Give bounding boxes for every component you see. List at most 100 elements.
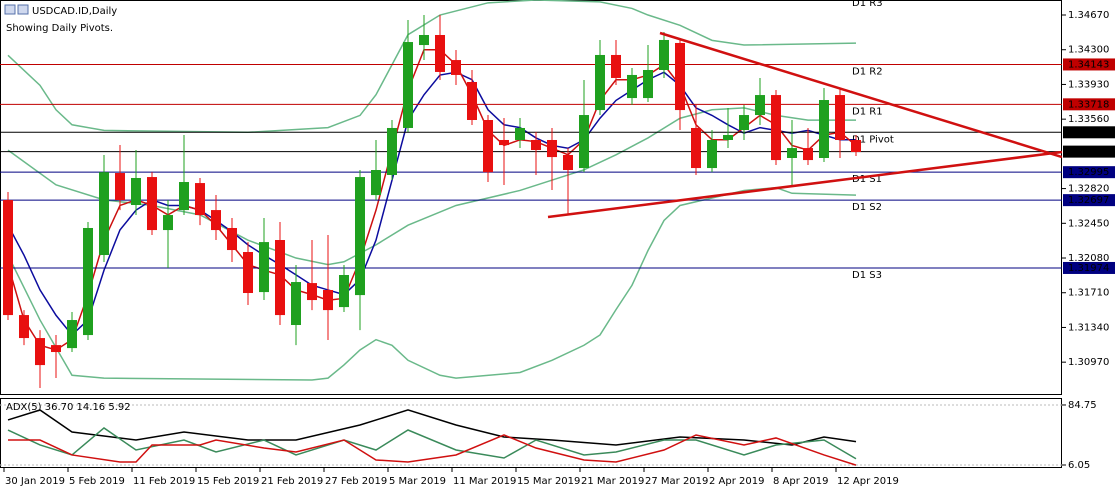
candle-body [67,320,77,349]
candle-body [387,127,397,175]
candle-body [563,154,573,171]
y-tick-label: 1.33930 [1068,79,1109,90]
x-tick-label: 21 Feb 2019 [261,476,323,487]
x-tick-label: 5 Feb 2019 [69,476,125,487]
y-tick-label: 1.30970 [1068,357,1109,368]
candle-body [515,127,525,140]
trend-lines [547,31,1062,219]
candle-body [739,115,749,131]
price-box [1063,166,1115,179]
candle-body [467,82,477,121]
price-box [1063,58,1115,71]
candle-body [339,274,349,308]
candle-body [259,242,269,293]
x-tick-label: 2 Apr 2019 [709,476,764,487]
candle-body [211,210,221,231]
adx-line [7,427,857,460]
candle-body [851,139,861,152]
candle-body [803,148,813,161]
trend-line [659,31,1062,159]
candle-body [371,170,381,196]
annotation: D1 R3 [852,0,883,9]
candle-body [195,183,205,216]
candle-body [483,120,493,173]
chart-subtitle: Showing Daily Pivots. [6,23,113,34]
price-box-label: 1.33214 [1068,147,1109,158]
price-box-label: 1.34143 [1068,59,1109,70]
x-tick-label: 30 Jan 2019 [5,476,65,487]
y-tick-label: 1.32080 [1068,253,1109,264]
candle-body [131,177,141,206]
price-box [1063,194,1115,207]
y-tick-label: 6.05 [1068,460,1090,471]
price-box [1063,98,1115,111]
candle-body [627,74,637,99]
y-tick-label: 1.31340 [1068,322,1109,333]
x-tick-label: 21 Mar 2019 [581,476,644,487]
candle-body [227,227,237,251]
axes: 1.34670 1.34300 1.33930 1.33560 1.32820 1.324… [3,10,1115,487]
price-box [1063,126,1115,139]
candle-body [675,42,685,111]
y-tick-label: 1.32450 [1068,218,1109,229]
adx-title: ADX(5) 36.70 14.16 5.92 [6,402,131,413]
price-box-label: 1.32697 [1068,195,1109,206]
x-tick-label: 5 Mar 2019 [389,476,446,487]
y-tick-label: 1.33560 [1068,114,1109,125]
x-tick-label: 27 Mar 2019 [645,476,708,487]
pivot-label: D1 R2 [852,66,883,77]
candle-body [275,240,285,316]
candle-body [35,338,45,366]
candle-body [19,315,29,339]
candle-body [291,282,301,326]
candle-body [323,290,333,311]
pivot-label: D1 R1 [852,106,883,117]
candle-body [835,95,845,140]
x-tick-label: 15 Feb 2019 [197,476,259,487]
adx-line [8,434,857,466]
price-box [1063,145,1115,158]
price-box [1063,261,1115,274]
candle-body [147,177,157,231]
y-tick-label: 84.75 [1068,400,1097,411]
main-pane [0,0,1062,395]
candle-body [611,54,621,78]
candle-body [83,227,93,336]
pivot-label: D1 S2 [852,202,882,213]
price-box-label: 1.33718 [1068,99,1109,110]
candle-body [355,177,365,296]
candle-body [531,139,541,151]
pivot-label: D1 S3 [852,270,882,281]
candle-body [3,200,13,316]
candle-body [307,283,317,301]
adx-pane [0,398,1062,468]
candle-body [115,173,125,201]
candle-body [435,34,445,72]
main-plot: D1 R2 D1 R1 D1 Pivot D1 S1 D1 S2 D1 S3 D1 R3 [0,0,1062,389]
x-tick-label: 11 Feb 2019 [133,476,195,487]
trend-line [547,150,1062,219]
y-tick-label: 1.34300 [1068,45,1109,56]
candle-body [787,148,797,158]
price-box-label: 1.32995 [1068,167,1109,178]
candle-body [451,60,461,75]
candle-body [659,39,669,70]
adx-plot [0,404,1062,466]
candle-body [723,135,733,140]
price-box-label: 1.33420 [1068,127,1109,138]
candle-body [419,34,429,46]
y-tick-label: 1.31710 [1068,288,1109,299]
candle-body [51,345,61,353]
y-tick-label: 1.34670 [1068,10,1109,21]
x-tick-label: 27 Feb 2019 [325,476,387,487]
icon [17,4,29,15]
candle-body [163,215,173,231]
icon [4,4,16,15]
x-tick-label: 11 Mar 2019 [453,476,516,487]
x-tick-label: 12 Apr 2019 [837,476,899,487]
x-tick-label: 8 Apr 2019 [773,476,828,487]
candle-body [819,100,829,158]
candle-body [179,182,189,211]
candle-body [691,127,701,169]
candle-body [243,252,253,294]
